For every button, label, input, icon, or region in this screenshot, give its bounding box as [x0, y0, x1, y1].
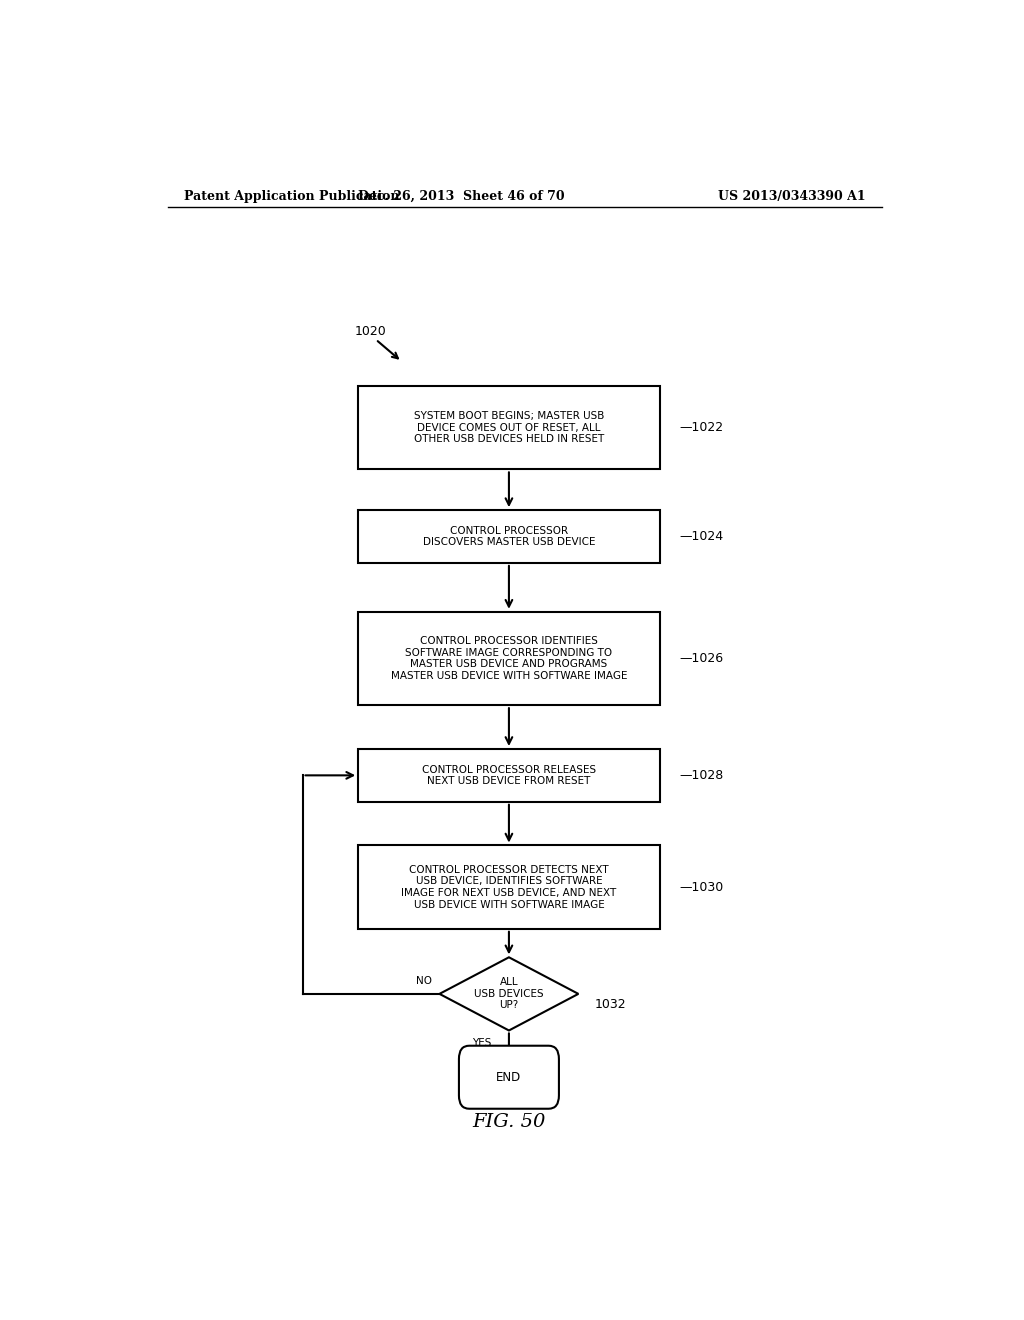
Text: NO: NO — [416, 975, 431, 986]
FancyBboxPatch shape — [358, 846, 659, 929]
Text: —1026: —1026 — [680, 652, 724, 665]
Text: 1020: 1020 — [354, 325, 386, 338]
Polygon shape — [439, 957, 579, 1031]
Text: SYSTEM BOOT BEGINS; MASTER USB
DEVICE COMES OUT OF RESET, ALL
OTHER USB DEVICES : SYSTEM BOOT BEGINS; MASTER USB DEVICE CO… — [414, 411, 604, 445]
FancyBboxPatch shape — [358, 385, 659, 470]
Text: YES: YES — [472, 1038, 492, 1048]
Text: CONTROL PROCESSOR DETECTS NEXT
USB DEVICE, IDENTIFIES SOFTWARE
IMAGE FOR NEXT US: CONTROL PROCESSOR DETECTS NEXT USB DEVIC… — [401, 865, 616, 909]
FancyBboxPatch shape — [358, 611, 659, 705]
Text: 1032: 1032 — [594, 998, 626, 1011]
FancyBboxPatch shape — [358, 510, 659, 562]
Text: US 2013/0343390 A1: US 2013/0343390 A1 — [719, 190, 866, 202]
Text: —1030: —1030 — [680, 880, 724, 894]
Text: Dec. 26, 2013  Sheet 46 of 70: Dec. 26, 2013 Sheet 46 of 70 — [358, 190, 564, 202]
Text: CONTROL PROCESSOR IDENTIFIES
SOFTWARE IMAGE CORRESPONDING TO
MASTER USB DEVICE A: CONTROL PROCESSOR IDENTIFIES SOFTWARE IM… — [391, 636, 627, 681]
Text: —1022: —1022 — [680, 421, 724, 434]
Text: CONTROL PROCESSOR
DISCOVERS MASTER USB DEVICE: CONTROL PROCESSOR DISCOVERS MASTER USB D… — [423, 525, 595, 548]
Text: —1028: —1028 — [680, 768, 724, 781]
Text: END: END — [497, 1071, 521, 1084]
FancyBboxPatch shape — [459, 1045, 559, 1109]
Text: ALL
USB DEVICES
UP?: ALL USB DEVICES UP? — [474, 977, 544, 1011]
FancyBboxPatch shape — [358, 748, 659, 801]
Text: CONTROL PROCESSOR RELEASES
NEXT USB DEVICE FROM RESET: CONTROL PROCESSOR RELEASES NEXT USB DEVI… — [422, 764, 596, 787]
Text: FIG. 50: FIG. 50 — [472, 1113, 546, 1131]
Text: Patent Application Publication: Patent Application Publication — [183, 190, 399, 202]
Text: —1024: —1024 — [680, 531, 724, 543]
